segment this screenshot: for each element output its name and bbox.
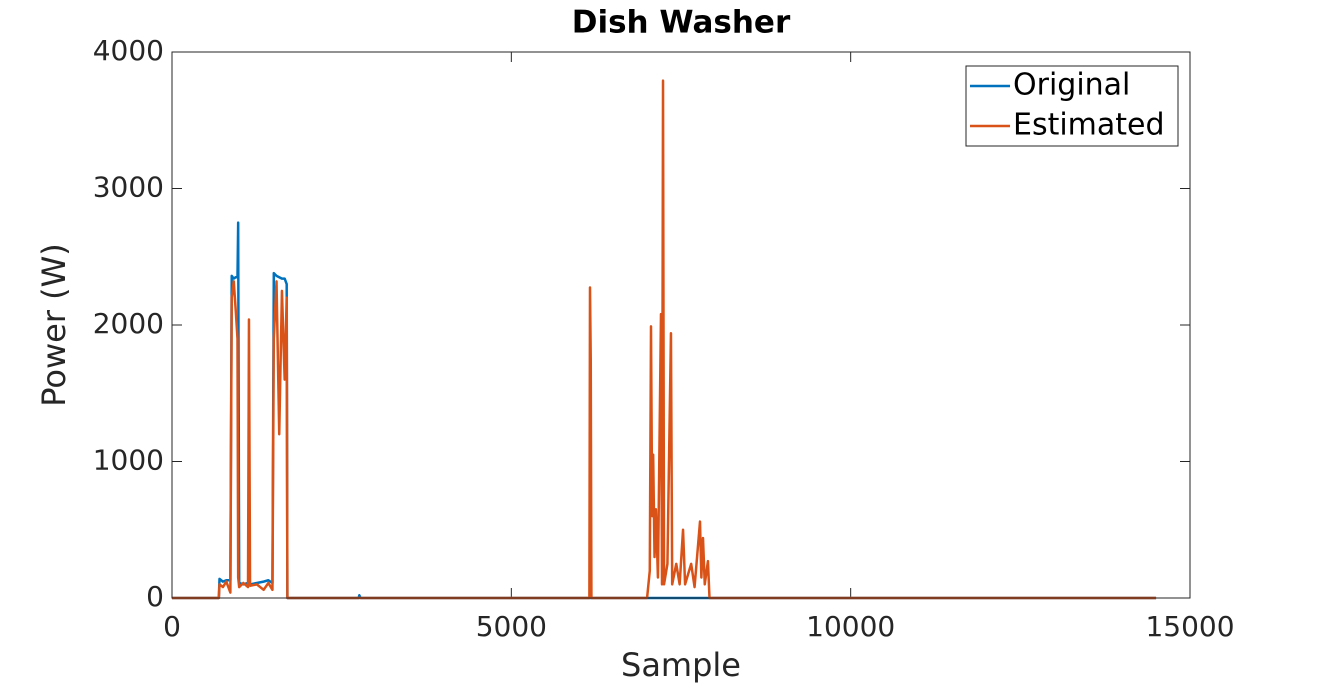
x-tick-label: 0 xyxy=(163,610,181,643)
plot-frame xyxy=(171,51,1191,599)
x-tick-label: 5000 xyxy=(476,610,547,643)
chart-title: Dish Washer xyxy=(572,5,791,41)
x-tick-label: 15000 xyxy=(1145,610,1234,643)
legend-label: Estimated xyxy=(1013,108,1165,143)
x-axis-label: Sample xyxy=(621,646,741,684)
legend-label: Original xyxy=(1013,68,1130,103)
y-axis-label: Power (W) xyxy=(35,243,73,407)
y-tick-label: 4000 xyxy=(93,34,164,67)
legend-box xyxy=(965,65,1179,147)
y-tick-label: 2000 xyxy=(93,307,164,340)
x-tick-label: 10000 xyxy=(806,610,895,643)
data-line xyxy=(172,79,1157,600)
y-tick-label: 0 xyxy=(146,580,164,613)
y-tick-label: 3000 xyxy=(93,171,164,204)
y-tick-label: 1000 xyxy=(93,444,164,477)
